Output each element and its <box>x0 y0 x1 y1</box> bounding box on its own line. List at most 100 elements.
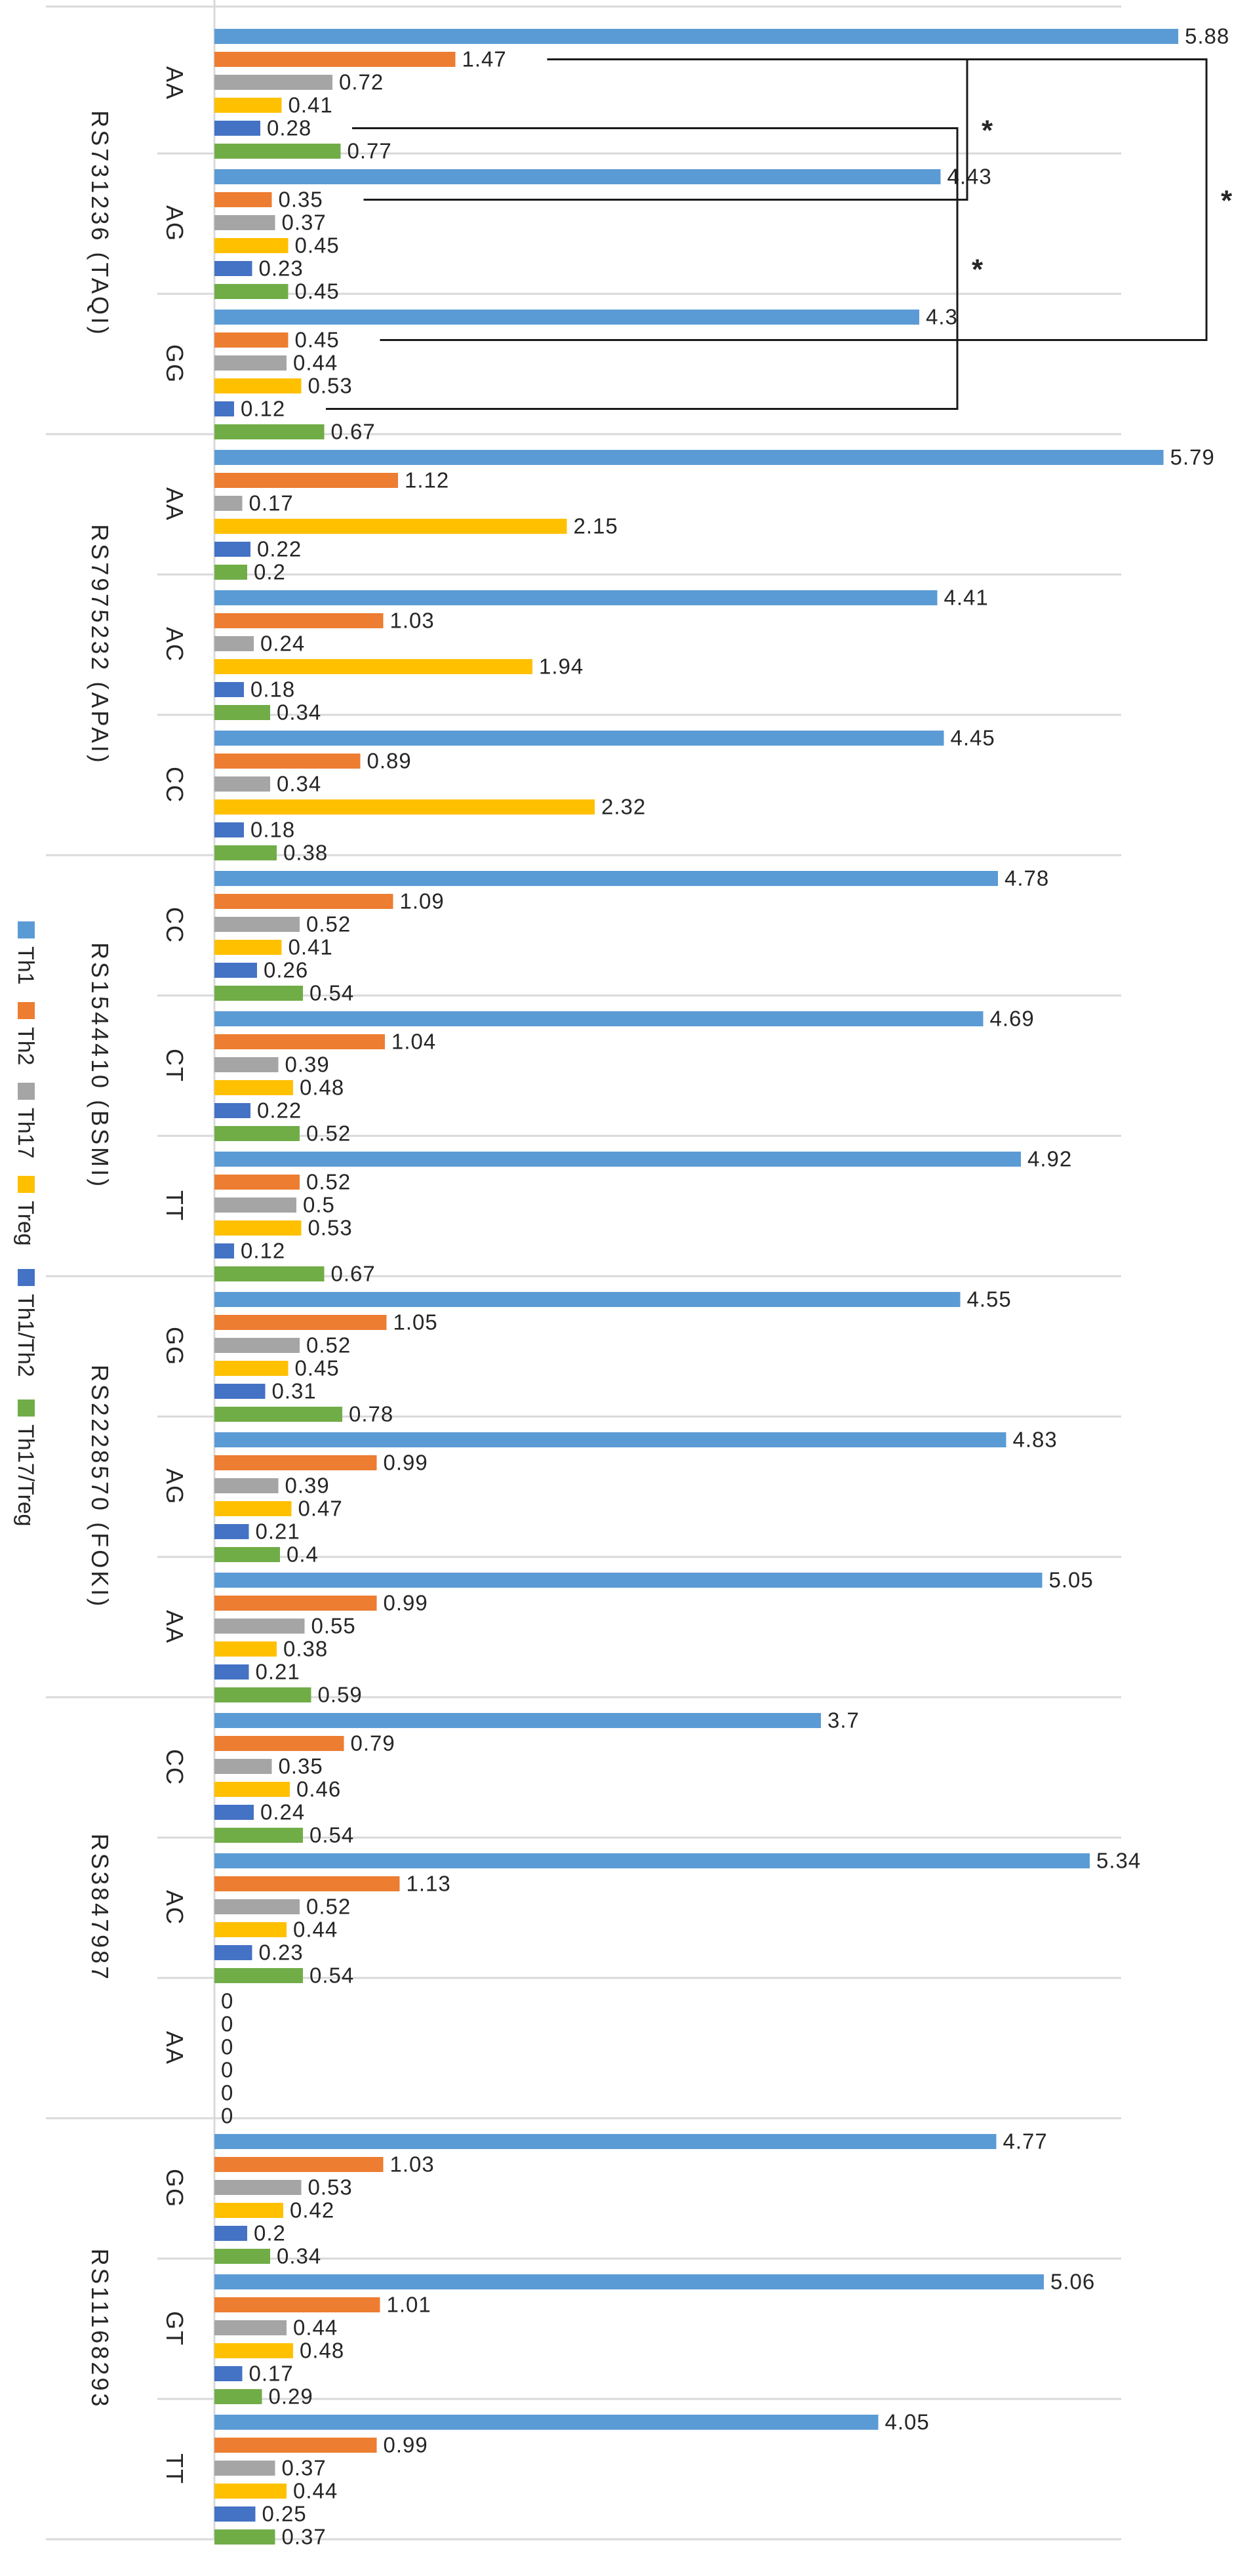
snp-label-rs2228570-foki: RS2228570 (FOKI) <box>87 1365 113 1609</box>
data-label-rs731236-taqi-gg-th2: 0.45 <box>295 328 340 352</box>
bar-rs3847987-cc-th17 <box>214 1759 272 1774</box>
data-label-rs731236-taqi-aa-treg: 0.41 <box>289 93 333 117</box>
bar-rs3847987-ac-th17 <box>214 1899 300 1914</box>
legend-label-th1: Th1 <box>13 946 38 985</box>
data-label-rs731236-taqi-gg-th1: 4.3 <box>926 305 958 329</box>
data-label-rs2228570-foki-gg-th2: 1.05 <box>393 1310 438 1335</box>
legend-label-treg: Treg <box>13 1201 38 1246</box>
bar-rs11168293-gt-th1-th2 <box>214 2366 243 2381</box>
bar-rs1544410-bsmi-tt-th2 <box>214 1175 300 1190</box>
data-label-rs731236-taqi-aa-th17: 0.72 <box>339 70 384 94</box>
data-label-rs731236-taqi-gg-th17: 0.44 <box>293 351 338 375</box>
data-label-rs2228570-foki-ag-treg: 0.47 <box>298 1497 343 1521</box>
data-label-rs7975232-apai-cc-th17-treg: 0.38 <box>283 841 328 865</box>
bar-rs11168293-tt-treg <box>214 2484 287 2499</box>
bar-rs11168293-gg-th1-th2 <box>214 2226 247 2241</box>
bar-rs7975232-apai-ac-th2 <box>214 613 384 628</box>
bar-rs2228570-foki-aa-treg <box>214 1641 277 1657</box>
significance-bracket-aa-gg-th1-th2 <box>326 127 959 410</box>
bar-rs2228570-foki-aa-th2 <box>214 1596 377 1611</box>
bar-rs7975232-apai-aa-th17-treg <box>214 565 247 580</box>
significance-brackets-layer: * * * <box>326 58 1233 410</box>
data-label-rs3847987-aa-treg: 0 <box>221 2058 233 2082</box>
bar-rs731236-taqi-aa-th17 <box>214 75 332 90</box>
bar-rs1544410-bsmi-tt-th17-treg <box>214 1266 325 1281</box>
bar-rs11168293-gg-th2 <box>214 2157 384 2172</box>
genotype-label-rs7975232-apai-ac: AC <box>161 627 188 662</box>
data-label-rs2228570-foki-aa-th17: 0.55 <box>311 1614 356 1638</box>
bar-rs3847987-cc-th17-treg <box>214 1828 303 1843</box>
bar-rs1544410-bsmi-cc-treg <box>214 940 282 955</box>
data-label-rs3847987-cc-treg: 0.46 <box>296 1777 341 1801</box>
bar-rs2228570-foki-aa-th17 <box>214 1619 305 1634</box>
bar-rs11168293-gg-treg <box>214 2203 283 2218</box>
snp-label-rs3847987: RS3847987 <box>87 1834 113 1982</box>
bar-rs7975232-apai-aa-th17 <box>214 496 243 511</box>
bar-rs731236-taqi-aa-th1 <box>214 29 1178 44</box>
data-label-rs3847987-aa-th17: 0 <box>221 2035 233 2059</box>
legend-swatch-th17 <box>18 1083 35 1100</box>
data-label-rs7975232-apai-cc-th17: 0.34 <box>277 772 321 796</box>
data-label-rs731236-taqi-aa-th1: 5.88 <box>1185 24 1229 49</box>
bar-rs1544410-bsmi-cc-th1 <box>214 871 998 886</box>
bar-rs1544410-bsmi-ct-th1 <box>214 1011 984 1026</box>
data-label-rs11168293-tt-th2: 0.99 <box>384 2433 428 2457</box>
genotype-label-rs11168293-gt: GT <box>161 2311 188 2346</box>
data-label-rs1544410-bsmi-tt-th1: 4.92 <box>1027 1147 1072 1171</box>
data-label-rs1544410-bsmi-tt-th17-treg: 0.67 <box>331 1262 376 1286</box>
bar-rs1544410-bsmi-ct-th2 <box>214 1034 385 1049</box>
bar-rs2228570-foki-aa-th1-th2 <box>214 1664 249 1680</box>
bar-rs7975232-apai-cc-th1-th2 <box>214 822 244 837</box>
bar-rs7975232-apai-cc-treg <box>214 799 595 815</box>
bar-rs3847987-cc-th1-th2 <box>214 1805 254 1820</box>
data-label-rs11168293-gt-th1: 5.06 <box>1050 2270 1095 2294</box>
data-label-rs3847987-ac-th17-treg: 0.54 <box>309 1963 354 1988</box>
data-label-rs11168293-tt-th17-treg: 0.37 <box>282 2525 327 2549</box>
legend-label-th1-th2: Th1/Th2 <box>13 1294 38 1377</box>
bar-rs7975232-apai-aa-th1-th2 <box>214 542 250 557</box>
data-label-rs3847987-aa-th2: 0 <box>221 2012 233 2036</box>
data-label-rs1544410-bsmi-tt-treg: 0.53 <box>308 1216 353 1240</box>
bar-rs1544410-bsmi-tt-th1 <box>214 1152 1021 1167</box>
bar-rs2228570-foki-ag-th2 <box>214 1455 377 1470</box>
bar-rs731236-taqi-ag-treg <box>214 238 289 253</box>
genotype-label-rs731236-taqi-aa: AA <box>161 66 188 100</box>
bar-rs11168293-gg-th17 <box>214 2180 302 2195</box>
category-labels-layer: RS731236 (TAQI) AA AG GG RS7975232 (APAI) AA A… <box>87 66 188 2485</box>
significance-star: * <box>1221 185 1233 217</box>
bar-rs731236-taqi-gg-th2 <box>214 332 289 348</box>
data-label-rs7975232-apai-aa-th17: 0.17 <box>249 491 294 515</box>
bar-rs11168293-gt-th2 <box>214 2297 380 2312</box>
genotype-label-rs3847987-cc: CC <box>161 1749 188 1786</box>
bar-rs11168293-tt-th1 <box>214 2415 879 2430</box>
data-label-rs3847987-ac-th2: 1.13 <box>407 1872 451 1896</box>
data-label-rs3847987-aa-th1-th2: 0 <box>221 2081 233 2105</box>
bar-rs2228570-foki-ag-th17-treg <box>214 1547 280 1562</box>
bar-rs3847987-ac-th2 <box>214 1876 400 1891</box>
data-label-rs1544410-bsmi-ct-treg: 0.48 <box>300 1076 344 1100</box>
bar-rs731236-taqi-ag-th2 <box>214 192 272 207</box>
genotype-label-rs2228570-foki-gg: GG <box>161 1327 188 1366</box>
bar-rs1544410-bsmi-tt-th1-th2 <box>214 1243 234 1258</box>
data-label-rs2228570-foki-aa-th2: 0.99 <box>384 1591 428 1615</box>
data-label-rs2228570-foki-gg-th17-treg: 0.78 <box>349 1402 393 1426</box>
data-label-rs11168293-gg-th17: 0.53 <box>308 2175 353 2200</box>
genotype-label-rs11168293-tt: TT <box>161 2453 188 2485</box>
data-label-rs731236-taqi-ag-th1-th2: 0.23 <box>259 256 304 281</box>
data-label-rs11168293-gt-th17-treg: 0.29 <box>269 2385 313 2409</box>
bar-rs731236-taqi-gg-th1 <box>214 310 919 325</box>
data-label-rs3847987-ac-treg: 0.44 <box>293 1918 338 1942</box>
genotype-label-rs2228570-foki-aa: AA <box>161 1610 188 1644</box>
genotype-label-rs11168293-gg: GG <box>161 2169 188 2208</box>
data-label-rs7975232-apai-aa-th2: 1.12 <box>405 468 449 493</box>
bar-rs2228570-foki-aa-th1 <box>214 1573 1043 1588</box>
legend-label-th17: Th17 <box>13 1108 38 1159</box>
bar-rs2228570-foki-gg-th1 <box>214 1292 961 1307</box>
snp-label-rs1544410-bsmi: RS1544410 (BSMI) <box>87 942 113 1189</box>
data-label-rs731236-taqi-ag-treg: 0.45 <box>295 233 340 258</box>
data-label-rs2228570-foki-aa-th1: 5.05 <box>1049 1568 1094 1592</box>
data-label-rs1544410-bsmi-cc-th17: 0.52 <box>306 912 351 936</box>
data-label-rs3847987-cc-th17-treg: 0.54 <box>309 1823 354 1847</box>
data-label-rs7975232-apai-ac-th1-th2: 0.18 <box>250 677 295 702</box>
bar-rs2228570-foki-ag-treg <box>214 1501 292 1516</box>
